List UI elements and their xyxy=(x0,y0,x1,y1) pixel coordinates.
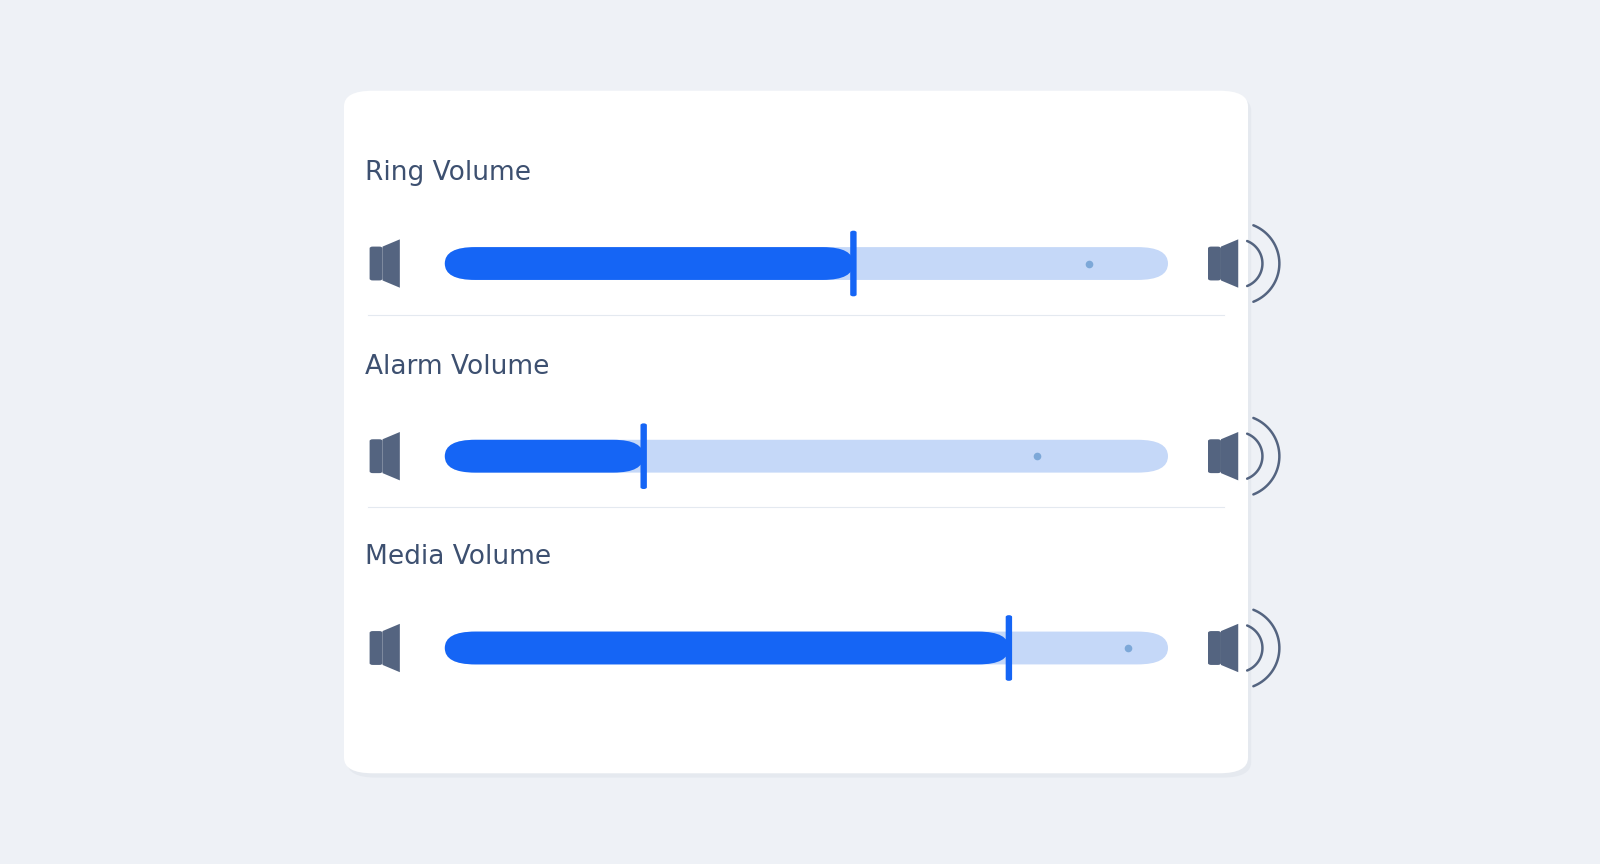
FancyBboxPatch shape xyxy=(370,246,382,281)
FancyBboxPatch shape xyxy=(344,91,1248,773)
Polygon shape xyxy=(1221,239,1238,288)
FancyBboxPatch shape xyxy=(445,247,853,280)
FancyBboxPatch shape xyxy=(445,247,1168,280)
FancyBboxPatch shape xyxy=(1208,439,1221,473)
FancyBboxPatch shape xyxy=(1208,246,1221,281)
Text: Ring Volume: Ring Volume xyxy=(365,160,531,186)
FancyBboxPatch shape xyxy=(370,439,382,473)
FancyBboxPatch shape xyxy=(640,423,646,489)
FancyBboxPatch shape xyxy=(850,231,856,296)
FancyBboxPatch shape xyxy=(347,95,1251,778)
FancyBboxPatch shape xyxy=(445,440,1168,473)
Polygon shape xyxy=(1221,432,1238,480)
Text: Alarm Volume: Alarm Volume xyxy=(365,354,549,380)
FancyBboxPatch shape xyxy=(445,440,643,473)
FancyBboxPatch shape xyxy=(1208,631,1221,665)
Polygon shape xyxy=(382,432,400,480)
Text: Media Volume: Media Volume xyxy=(365,544,550,570)
Polygon shape xyxy=(382,239,400,288)
FancyBboxPatch shape xyxy=(370,631,382,665)
FancyBboxPatch shape xyxy=(445,632,1168,664)
FancyBboxPatch shape xyxy=(445,632,1010,664)
Polygon shape xyxy=(382,624,400,672)
FancyBboxPatch shape xyxy=(1006,615,1013,681)
Polygon shape xyxy=(1221,624,1238,672)
